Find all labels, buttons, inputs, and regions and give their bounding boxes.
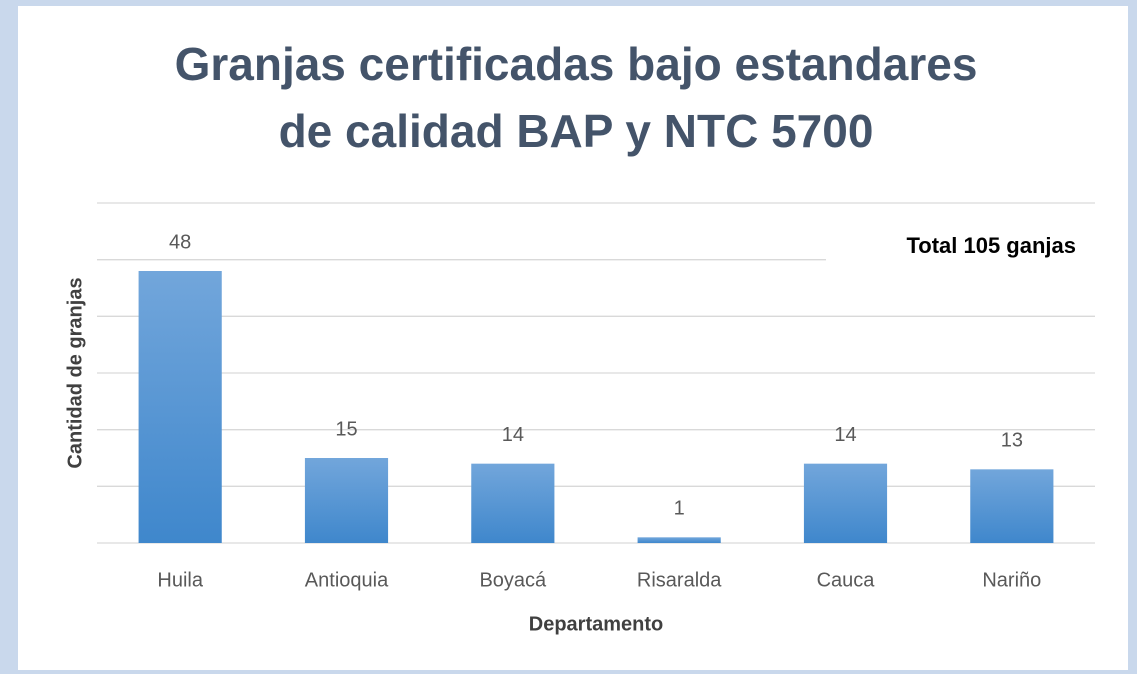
data-label: 1 [674, 498, 685, 520]
data-label: 14 [834, 424, 856, 446]
x-tick-label: Boyacá [479, 569, 547, 591]
y-axis-title: Cantidad de granjas [64, 277, 86, 468]
x-tick-label: Huila [157, 569, 203, 591]
bar [970, 469, 1054, 543]
data-label: 48 [169, 231, 191, 253]
annotation: Total 105 ganjas [906, 233, 1076, 258]
data-label: 14 [502, 424, 524, 446]
data-label: 13 [1001, 430, 1023, 452]
bar [471, 463, 555, 543]
x-tick-label: Risaralda [637, 569, 722, 591]
bar [803, 463, 888, 543]
bar [304, 458, 389, 543]
x-axis-title: Departamento [529, 613, 663, 635]
chart-title: Granjas certificadas bajo estandares [175, 38, 978, 90]
x-tick-label: Cauca [817, 569, 876, 591]
bar [637, 537, 721, 543]
x-tick-label: Nariño [982, 569, 1041, 591]
chart-title: de calidad BAP y NTC 5700 [279, 105, 874, 157]
x-tick-label: Antioquia [305, 569, 389, 591]
annotation-background [826, 228, 1096, 268]
bar [138, 271, 222, 543]
data-label: 15 [335, 418, 357, 440]
